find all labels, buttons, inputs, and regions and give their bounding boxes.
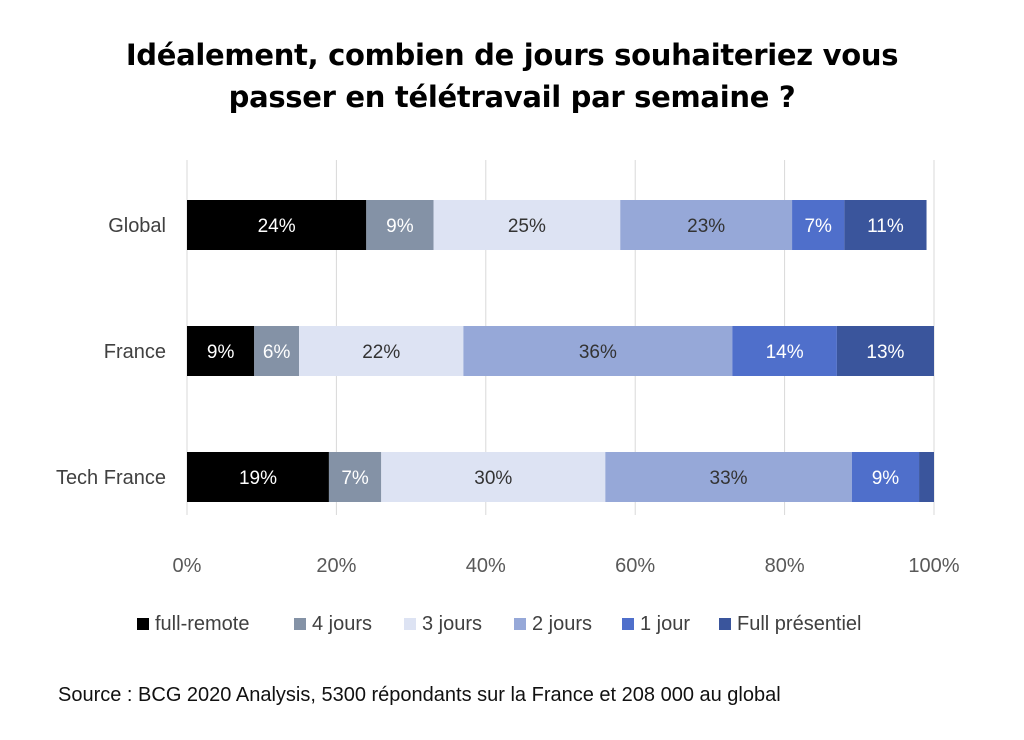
chart-title: Idéalement, combien de jours souhaiterie… — [0, 34, 1024, 118]
bar-segment — [328, 452, 382, 502]
data-label: 11% — [867, 216, 904, 237]
legend-swatch — [719, 618, 731, 630]
legend-label: 2 jours — [532, 613, 592, 635]
data-label: 23% — [687, 216, 725, 237]
legend-label: 3 jours — [422, 613, 482, 635]
data-label: 7% — [341, 468, 369, 489]
legend-swatch — [137, 618, 149, 630]
bar-segment — [299, 326, 464, 376]
chart-title-line1: Idéalement, combien de jours souhaiterie… — [125, 38, 899, 72]
bar-segment — [433, 200, 621, 250]
x-tick-label: 0% — [173, 555, 202, 577]
data-label: 6% — [263, 342, 291, 363]
data-label: 9% — [207, 342, 235, 363]
legend-swatch — [622, 618, 634, 630]
x-tick-label: 60% — [615, 555, 655, 577]
data-label: 24% — [258, 216, 296, 237]
bar-segment — [381, 452, 606, 502]
data-label: 22% — [362, 342, 400, 363]
bar-segment — [851, 452, 920, 502]
source-note: Source : BCG 2020 Analysis, 5300 réponda… — [58, 684, 781, 706]
bar-segment — [792, 200, 845, 250]
bar-segment — [463, 326, 733, 376]
data-label: 9% — [386, 216, 414, 237]
bar-segment — [366, 200, 434, 250]
legend-swatch — [514, 618, 526, 630]
bar-segment — [919, 452, 934, 502]
legend-label: Full présentiel — [737, 613, 862, 635]
legend-label: 4 jours — [312, 613, 372, 635]
bar-segment — [254, 326, 300, 376]
data-label: 9% — [872, 468, 900, 489]
category-label: France — [104, 341, 166, 363]
bar-segment — [836, 326, 934, 376]
bar-segment — [605, 452, 852, 502]
bar-segment — [732, 326, 837, 376]
stacked-bar-chart: 0% 20% 40% 60% 80% 100% Global 24% 9% 25% 23% 7% 11%… — [56, 160, 960, 635]
chart-title-line2: passer en télétravail par semaine ? — [228, 80, 796, 114]
x-tick-label: 80% — [765, 555, 805, 577]
data-label: 36% — [579, 342, 617, 363]
x-tick-label: 40% — [466, 555, 506, 577]
data-label: 7% — [804, 216, 832, 237]
data-label: 30% — [474, 468, 512, 489]
category-label: Tech France — [56, 467, 166, 489]
data-label: 14% — [766, 342, 804, 363]
data-label: 19% — [239, 468, 277, 489]
x-tick-label: 20% — [316, 555, 356, 577]
data-label: 33% — [710, 468, 748, 489]
bar-segment — [620, 200, 793, 250]
bar-segment — [187, 326, 255, 376]
x-tick-label: 100% — [908, 555, 959, 577]
legend-label: 1 jour — [640, 613, 690, 635]
data-label: 13% — [866, 342, 904, 363]
bar-segment — [187, 200, 367, 250]
bar-segment — [187, 452, 329, 502]
category-label: Global — [108, 215, 166, 237]
data-label: 25% — [508, 216, 546, 237]
legend-label: full-remote — [155, 613, 249, 635]
legend-swatch — [294, 618, 306, 630]
legend-swatch — [404, 618, 416, 630]
bar-segment — [844, 200, 927, 250]
